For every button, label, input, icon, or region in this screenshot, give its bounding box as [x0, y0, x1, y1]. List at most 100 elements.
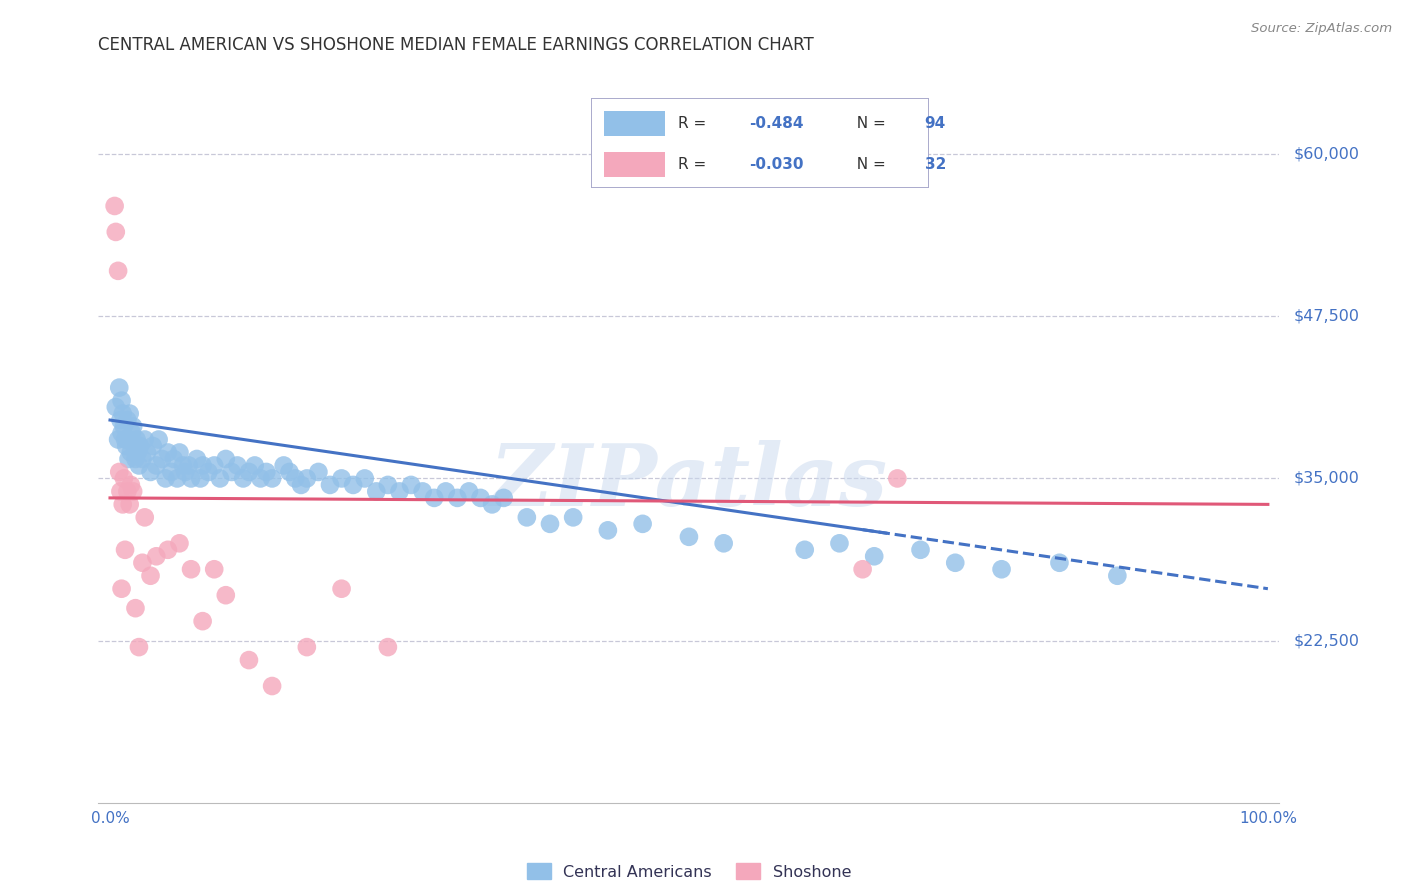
Point	[562, 510, 585, 524]
Point	[388, 484, 411, 499]
Point	[128, 640, 150, 654]
Point	[110, 425, 132, 440]
Bar	[605, 111, 665, 136]
Text: $35,000: $35,000	[1294, 471, 1360, 486]
Point	[197, 465, 219, 479]
Point	[117, 433, 139, 447]
Point	[990, 562, 1012, 576]
Text: 32: 32	[925, 157, 946, 171]
Point	[481, 497, 503, 511]
Point	[232, 471, 254, 485]
Point	[366, 484, 388, 499]
Point	[330, 471, 353, 485]
Point	[423, 491, 446, 505]
Point	[156, 445, 179, 459]
Point	[295, 640, 318, 654]
Point	[131, 452, 153, 467]
Point	[254, 465, 277, 479]
Point	[295, 471, 318, 485]
Point	[1049, 556, 1071, 570]
Point	[169, 445, 191, 459]
Point	[516, 510, 538, 524]
Point	[136, 445, 159, 459]
Point	[208, 471, 231, 485]
Point	[434, 484, 457, 499]
Point	[150, 452, 173, 467]
Point	[145, 549, 167, 564]
Point	[107, 264, 129, 278]
Point	[111, 497, 134, 511]
Point	[290, 478, 312, 492]
Point	[110, 484, 132, 499]
Text: 94: 94	[925, 116, 946, 130]
Point	[399, 478, 422, 492]
Point	[538, 516, 561, 531]
Point	[249, 471, 271, 485]
Point	[180, 471, 202, 485]
Point	[330, 582, 353, 596]
Point	[377, 640, 399, 654]
Point	[114, 433, 136, 447]
Point	[134, 433, 156, 447]
Point	[828, 536, 851, 550]
Point	[273, 458, 295, 473]
Point	[120, 445, 142, 459]
Point	[127, 445, 149, 459]
Point	[458, 484, 481, 499]
Text: CENTRAL AMERICAN VS SHOSHONE MEDIAN FEMALE EARNINGS CORRELATION CHART: CENTRAL AMERICAN VS SHOSHONE MEDIAN FEMA…	[98, 36, 814, 54]
Point	[122, 484, 145, 499]
Point	[160, 465, 183, 479]
Point	[221, 465, 243, 479]
Point	[117, 484, 139, 499]
Point	[470, 491, 492, 505]
Point	[202, 562, 225, 576]
Point	[191, 458, 214, 473]
Point	[131, 556, 153, 570]
Point	[166, 471, 188, 485]
Point	[122, 419, 145, 434]
Point	[156, 542, 179, 557]
Point	[342, 478, 364, 492]
Point	[278, 465, 301, 479]
Point	[104, 400, 127, 414]
Point	[112, 419, 135, 434]
Point	[596, 524, 619, 538]
Text: N =: N =	[846, 116, 890, 130]
Point	[238, 465, 260, 479]
Point	[121, 425, 143, 440]
Point	[104, 225, 127, 239]
Point	[148, 433, 170, 447]
Point	[191, 614, 214, 628]
Point	[118, 407, 141, 421]
Point	[180, 562, 202, 576]
Point	[188, 471, 211, 485]
Point	[678, 530, 700, 544]
Point	[112, 471, 135, 485]
Point	[134, 510, 156, 524]
Point	[172, 458, 194, 473]
Point	[492, 491, 515, 505]
Point	[139, 568, 162, 582]
Point	[226, 458, 249, 473]
Point	[910, 542, 932, 557]
Text: $47,500: $47,500	[1294, 309, 1360, 324]
Text: $22,500: $22,500	[1294, 633, 1360, 648]
Point	[177, 458, 200, 473]
Point	[128, 458, 150, 473]
Point	[169, 536, 191, 550]
Point	[117, 413, 139, 427]
Point	[111, 407, 134, 421]
Point	[124, 452, 146, 467]
Point	[377, 478, 399, 492]
Point	[107, 433, 129, 447]
Text: R =: R =	[678, 116, 711, 130]
Text: -0.484: -0.484	[749, 116, 804, 130]
Point	[139, 465, 162, 479]
Point	[114, 542, 136, 557]
Point	[117, 452, 139, 467]
Point	[215, 588, 238, 602]
Point	[202, 458, 225, 473]
Text: Source: ZipAtlas.com: Source: ZipAtlas.com	[1251, 22, 1392, 36]
Point	[118, 497, 141, 511]
Point	[145, 458, 167, 473]
